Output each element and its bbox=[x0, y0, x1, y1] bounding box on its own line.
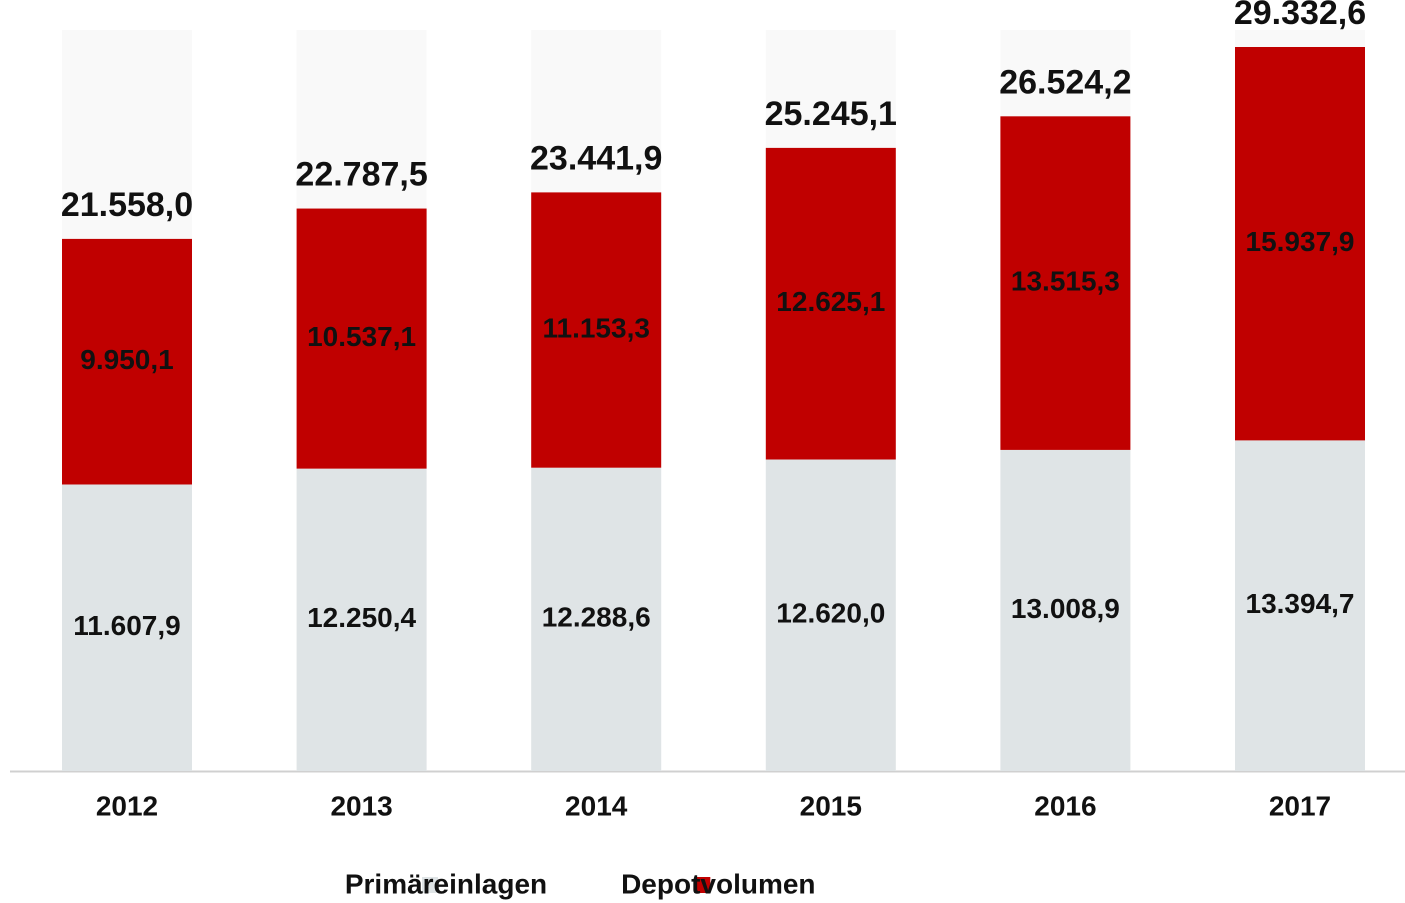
bar-segment bbox=[1235, 440, 1365, 771]
x-tick-label: 2012 bbox=[96, 790, 158, 821]
x-tick-label: 2016 bbox=[1034, 790, 1096, 821]
value-label: 9.950,1 bbox=[80, 344, 173, 375]
total-label: 29.332,6 bbox=[1234, 0, 1366, 32]
value-label: 11.153,3 bbox=[542, 312, 649, 343]
bar-segment bbox=[765, 147, 896, 460]
value-label: 11.607,9 bbox=[73, 610, 180, 641]
total-label: 22.787,5 bbox=[295, 156, 427, 194]
bar-segment bbox=[765, 459, 896, 771]
value-label: 13.515,3 bbox=[1011, 266, 1120, 297]
bar-segment bbox=[531, 467, 662, 771]
bar-segment bbox=[531, 192, 662, 468]
total-label: 21.558,0 bbox=[61, 186, 193, 224]
total-label: 26.524,2 bbox=[999, 63, 1131, 101]
bar-segment bbox=[296, 468, 427, 771]
value-label: 12.288,6 bbox=[542, 602, 651, 633]
x-tick-label: 2013 bbox=[330, 790, 392, 821]
value-label: 12.625,1 bbox=[776, 286, 885, 317]
legend-swatch bbox=[694, 877, 711, 893]
x-tick-label: 2017 bbox=[1269, 790, 1331, 821]
value-label: 10.537,1 bbox=[307, 321, 416, 352]
legend-label: Depotvolumen bbox=[621, 868, 815, 899]
x-tick-label: 2014 bbox=[565, 790, 628, 821]
legend-swatch bbox=[422, 877, 438, 893]
bar-segment bbox=[1000, 449, 1131, 771]
value-label: 13.008,9 bbox=[1011, 593, 1120, 624]
total-label: 25.245,1 bbox=[765, 95, 897, 133]
bar-segment bbox=[1000, 116, 1131, 450]
value-label: 13.394,7 bbox=[1246, 588, 1355, 619]
bar-segment bbox=[1235, 47, 1365, 441]
value-label: 15.937,9 bbox=[1246, 226, 1355, 257]
bar-segment bbox=[62, 238, 192, 485]
bar-segment bbox=[62, 484, 192, 771]
bar-segment bbox=[296, 208, 427, 469]
total-label: 23.441,9 bbox=[530, 139, 662, 177]
legend-label: Primäreinlagen bbox=[345, 868, 547, 899]
x-tick-label: 2015 bbox=[800, 790, 862, 821]
value-label: 12.620,0 bbox=[776, 598, 885, 629]
value-label: 12.250,4 bbox=[307, 602, 416, 633]
